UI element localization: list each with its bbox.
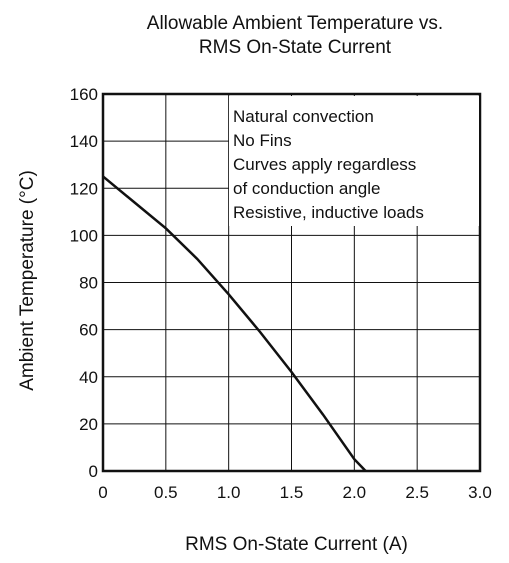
x-tick-label: 3.0: [468, 483, 492, 502]
y-tick-label: 80: [79, 274, 98, 293]
y-tick-label: 120: [70, 179, 98, 198]
annotation-line: of conduction angle: [233, 179, 380, 198]
derating-curve: [102, 175, 367, 472]
x-tick-label: 1.5: [280, 483, 304, 502]
y-tick-label: 40: [79, 368, 98, 387]
y-tick-label: 160: [70, 85, 98, 104]
chart-title-line-2: RMS On-State Current: [198, 37, 392, 58]
y-axis-ticks: 0 20 40 60 80 100 120 140 160: [70, 85, 98, 481]
y-tick-label: 0: [89, 462, 98, 481]
x-tick-label: 2.0: [343, 483, 367, 502]
y-axis-label: Ambient Temperature (°C): [17, 170, 38, 391]
x-tick-label: 2.5: [405, 483, 429, 502]
x-tick-label: 0: [98, 483, 107, 502]
annotation-box: [229, 96, 479, 226]
y-tick-label: 140: [70, 132, 98, 151]
annotation-line: Resistive, inductive loads: [233, 203, 424, 222]
x-axis-ticks: 0 0.5 1.0 1.5 2.0 2.5 3.0: [98, 483, 492, 502]
x-axis-label: RMS On-State Current (A): [185, 534, 408, 555]
chart-title-line-1: Allowable Ambient Temperature vs.: [146, 13, 444, 34]
y-tick-label: 100: [70, 226, 98, 245]
plot-frame: [101, 92, 482, 473]
annotation-text: Natural convection No Fins Curves apply re…: [233, 107, 424, 222]
x-tick-label: 0.5: [154, 483, 178, 502]
x-tick-label: 1.0: [217, 483, 241, 502]
annotation-line: Natural convection: [233, 107, 374, 126]
annotation-line: Curves apply regardless: [233, 155, 416, 174]
annotation-line: No Fins: [233, 131, 292, 150]
y-tick-label: 20: [79, 415, 98, 434]
y-tick-label: 60: [79, 321, 98, 340]
